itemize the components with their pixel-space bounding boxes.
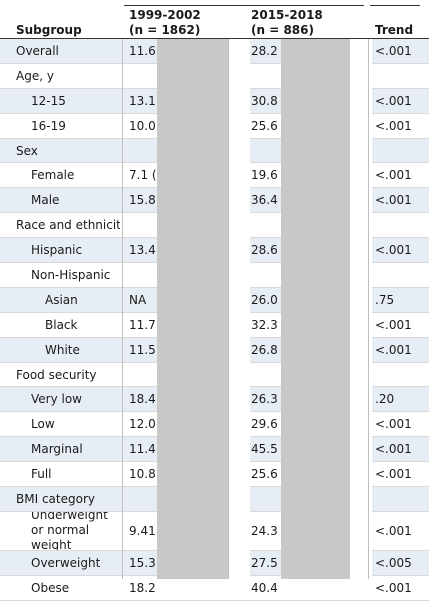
cell-trend: <.001 [375, 118, 412, 133]
cell-1999: 13.1 [129, 93, 156, 108]
cell-1999: 12.0 [129, 417, 156, 432]
cell-2015: 29.6 [251, 417, 278, 432]
row-label: Marginal [31, 442, 83, 457]
row-label: Food security [16, 367, 97, 382]
row-label: White [45, 342, 80, 357]
table-row: 16-19 10.0 25.6 <.001 [0, 114, 429, 139]
cell-2015: 30.8 [251, 93, 278, 108]
row-label: Low [31, 417, 55, 432]
cell-2015: 28.6 [251, 243, 278, 258]
row-label: Non-Hispanic [31, 267, 111, 282]
cell-2015: 24.3 [251, 523, 278, 538]
row-label: Age, y [16, 68, 54, 83]
cell-2015: 28.2 [251, 43, 278, 58]
cell-1999: 15.8 [129, 193, 156, 208]
cell-1999: NA [129, 292, 147, 307]
cell-trend: <.001 [375, 467, 412, 482]
cell-1999: 13.4 [129, 243, 156, 258]
cell-2015: 26.3 [251, 392, 278, 407]
table-row: Obese 18.2 40.4 <.001 [0, 576, 429, 601]
redacted-ci-column-1 [157, 39, 228, 579]
header-rule-1 [124, 5, 364, 6]
cell-trend: <.005 [375, 555, 412, 570]
cell-1999: 10.0 [129, 118, 156, 133]
header-period-1: 1999-2002 [129, 8, 201, 22]
row-label: Underweight or normal weight [31, 511, 108, 550]
header-rule-2 [370, 5, 420, 6]
row-label: Male [31, 193, 60, 208]
cell-2015: 26.8 [251, 342, 278, 357]
table-row: Underweight or normal weight 9.41 24.3 <… [0, 512, 429, 551]
cell-2015: 19.6 [251, 168, 278, 183]
cell-trend: .20 [375, 392, 395, 407]
cell-2015: 36.4 [251, 193, 278, 208]
row-label: Overall [16, 43, 59, 58]
redacted-ci-column-2 [281, 39, 350, 579]
cell-trend: <.001 [375, 523, 412, 538]
row-label: Sex [16, 143, 38, 158]
header-trend: Trend [375, 23, 414, 37]
cell-2015: 25.6 [251, 118, 278, 133]
cell-2015: 25.6 [251, 467, 278, 482]
row-label: Obese [31, 580, 70, 595]
row-label: Asian [45, 292, 78, 307]
cell-trend: <.001 [375, 417, 412, 432]
column-divider [228, 39, 229, 579]
cell-2015: 27.5 [251, 555, 278, 570]
cell-2015: 26.0 [251, 292, 278, 307]
cell-trend: <.001 [375, 193, 412, 208]
cell-trend: <.001 [375, 580, 412, 595]
cell-trend: <.001 [375, 43, 412, 58]
header-bottom-rule [0, 38, 429, 39]
cell-2015: 45.5 [251, 442, 278, 457]
column-gutter [350, 39, 372, 579]
row-label: Female [31, 168, 75, 183]
row-label: 16-19 [31, 118, 66, 133]
row-label: BMI category [16, 491, 95, 506]
cell-trend: <.001 [375, 342, 412, 357]
header-period-2: 2015-2018 [251, 8, 323, 22]
row-label: Very low [31, 392, 82, 407]
row-label: Black [45, 317, 78, 332]
cell-trend: <.001 [375, 243, 412, 258]
header-n-1: (n = 1862) [129, 23, 201, 37]
cell-1999: 11.4 [129, 442, 156, 457]
cell-2015: 40.4 [251, 580, 278, 595]
cell-trend: .75 [375, 292, 395, 307]
column-gutter [228, 39, 250, 579]
column-divider [122, 39, 123, 579]
row-label: Full [31, 467, 52, 482]
header-subgroup: Subgroup [16, 23, 82, 37]
cell-1999: 10.8 [129, 467, 156, 482]
cell-1999: 18.4 [129, 392, 156, 407]
cell-1999: 18.2 [129, 580, 156, 595]
cell-trend: <.001 [375, 317, 412, 332]
row-label: Hispanic [31, 243, 83, 258]
cell-1999: 15.3 [129, 555, 156, 570]
header-n-2: (n = 886) [251, 23, 314, 37]
row-label: 12-15 [31, 93, 66, 108]
cell-1999: 11.5 [129, 342, 156, 357]
cell-trend: <.001 [375, 93, 412, 108]
cell-1999: 9.41 [129, 523, 156, 538]
row-label: Race and ethnicity [16, 218, 120, 233]
cell-trend: <.001 [375, 168, 412, 183]
cell-2015: 32.3 [251, 317, 278, 332]
cell-1999: 7.1 (5 [129, 168, 159, 183]
column-divider [368, 39, 369, 579]
cell-1999: 11.6 [129, 43, 156, 58]
cell-trend: <.001 [375, 442, 412, 457]
cell-1999: 11.7 [129, 317, 156, 332]
row-label: Overweight [31, 555, 101, 570]
